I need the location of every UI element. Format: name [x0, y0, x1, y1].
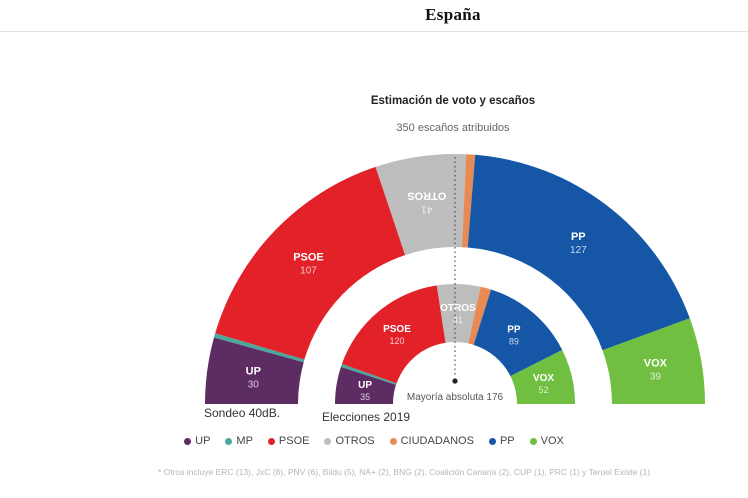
- segment-value-inner-psoe: 120: [389, 336, 404, 346]
- legend-label-mp: MP: [236, 435, 253, 447]
- segment-outer-mp: [214, 333, 305, 363]
- legend-label-vox: VOX: [540, 435, 564, 447]
- segment-label-outer-up: UP: [246, 366, 261, 378]
- legend-dot-otros: [324, 437, 332, 445]
- chart-title: Estimación de voto y escaños: [370, 95, 536, 107]
- legend-dot-vox: [529, 437, 537, 445]
- legend-item-vox: VOX: [529, 435, 564, 447]
- segment-label-outer-pp: PP: [571, 231, 586, 243]
- legend-item-otros: OTROS: [324, 435, 375, 447]
- segment-inner-mp: [340, 363, 397, 385]
- segment-label-outer-vox: VOX: [644, 358, 668, 370]
- segment-inner-ciudadanos: [468, 286, 492, 345]
- segment-label-inner-pp: PP: [507, 325, 521, 336]
- legend-dot-psoe: [267, 437, 275, 445]
- segment-outer-otros: [375, 154, 467, 256]
- majority-dot: [452, 378, 458, 384]
- segment-outer-pp: [467, 154, 690, 351]
- legend-label-psoe: PSOE: [278, 435, 310, 447]
- segment-inner-otros: [436, 284, 481, 344]
- legend-dot-ciudadanos: [389, 437, 397, 445]
- segment-inner-vox: [510, 350, 575, 404]
- segment-value-inner-up: 35: [360, 392, 370, 402]
- header-divider: [0, 31, 748, 32]
- segment-inner-up: [335, 366, 396, 404]
- segment-outer-psoe: [215, 166, 406, 360]
- legend: UP MP PSOE OTROS CIUDADANOS PP VOX: [0, 435, 748, 447]
- inner-ring-label: Elecciones 2019: [322, 410, 411, 424]
- outer-ring-label: Sondeo 40dB.: [204, 406, 281, 420]
- majority-label: Mayoría absoluta 176: [406, 392, 504, 403]
- legend-dot-mp: [225, 437, 233, 445]
- segment-inner-pp: [473, 289, 563, 377]
- segment-value-outer-pp: 127: [570, 245, 587, 256]
- legend-item-ciudadanos: CIUDADANOS: [389, 435, 474, 447]
- footnote: * Otros incluye ERC (13), JxC (8), PNV (…: [157, 467, 651, 477]
- segment-inner-psoe: [341, 285, 446, 384]
- legend-label-otros: OTROS: [335, 435, 375, 447]
- legend-item-up: UP: [184, 435, 210, 447]
- page-title: España: [425, 5, 481, 24]
- segment-label-outer-otros: OTROS: [407, 190, 446, 202]
- legend-item-mp: MP: [225, 435, 253, 447]
- segment-label-inner-otros: OTROS: [440, 303, 476, 314]
- legend-item-psoe: PSOE: [267, 435, 310, 447]
- legend-dot-pp: [488, 437, 496, 445]
- segment-label-outer-psoe: PSOE: [293, 252, 324, 264]
- legend-dot-up: [184, 437, 192, 445]
- segment-value-inner-vox: 52: [538, 385, 548, 395]
- legend-label-pp: PP: [499, 435, 515, 447]
- legend-item-pp: PP: [488, 435, 515, 447]
- segment-value-inner-otros: 41: [453, 315, 463, 325]
- segment-value-outer-vox: 39: [650, 372, 662, 383]
- segment-label-inner-psoe: PSOE: [383, 324, 411, 335]
- segment-label-inner-up: UP: [358, 380, 372, 391]
- segment-value-inner-pp: 89: [509, 337, 519, 347]
- segment-outer-ciudadanos: [462, 154, 476, 248]
- segment-value-outer-up: 30: [248, 380, 260, 391]
- chart-subtitle: 350 escaños atribuidos: [396, 122, 510, 134]
- segment-value-outer-psoe: 107: [300, 266, 317, 277]
- legend-label-up: UP: [195, 435, 211, 447]
- segment-outer-vox: [602, 318, 705, 404]
- legend-label-ciudadanos: CIUDADANOS: [400, 435, 474, 447]
- segment-value-outer-otros: 41: [421, 204, 433, 215]
- segment-outer-up: [205, 337, 304, 404]
- segment-label-inner-vox: VOX: [533, 373, 554, 384]
